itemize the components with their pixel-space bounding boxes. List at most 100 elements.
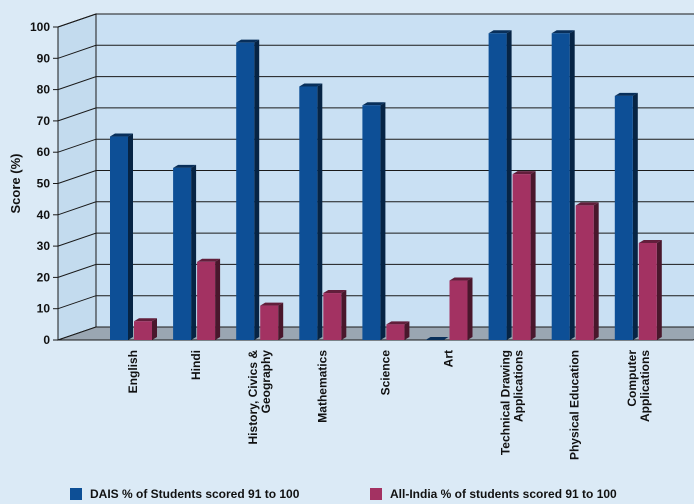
bar-side [404, 321, 410, 340]
bar-front [236, 42, 255, 341]
bar-all-india-0 [134, 318, 157, 340]
bar-side [191, 164, 197, 340]
bar-top [488, 30, 512, 34]
x-category-label-line: Applications [512, 350, 526, 422]
x-category-label-line: History, Civics & [246, 350, 260, 445]
bar-side [278, 302, 284, 340]
bar-side [152, 318, 157, 340]
x-category-label-line: Technical Drawing [499, 350, 513, 455]
x-category-label: Mathematics [315, 350, 329, 423]
bar-top [512, 171, 536, 175]
bar-front [386, 324, 405, 340]
bar-front [362, 105, 381, 340]
bar-all-india-7 [575, 202, 599, 340]
bar-all-india-1 [197, 258, 221, 340]
bar-top [173, 164, 197, 168]
bar-front [110, 136, 128, 340]
gridline [57, 107, 694, 122]
y-tick-label: 70 [37, 114, 51, 128]
bar-front [323, 293, 342, 340]
x-category-label-line: Physical Education [568, 350, 582, 460]
y-tick-label: 100 [30, 20, 50, 34]
y-axis-title: Score (%) [8, 154, 23, 214]
y-tick-labels: 0 10 20 30 40 50 60 70 80 90 100 [30, 20, 59, 347]
bar-all-india-4 [386, 321, 410, 340]
bar-dais-2 [236, 39, 260, 341]
bar-dais-1 [173, 164, 197, 340]
bar-top [425, 337, 449, 340]
bar-top [362, 102, 386, 106]
bar-front [449, 280, 468, 340]
y-tick-label: 80 [37, 83, 51, 97]
bar-side [569, 30, 575, 340]
y-tick-label: 30 [37, 239, 51, 253]
bar-dais-6 [488, 30, 512, 340]
bar-all-india-5 [449, 277, 473, 340]
y-tick-label: 90 [37, 51, 51, 65]
bar-top [260, 302, 284, 306]
bar-top [110, 133, 133, 137]
bar-side [632, 92, 638, 340]
legend-label-all-india: All-India % of students scored 91 to 100 [390, 487, 617, 501]
bar-front [260, 305, 279, 340]
x-category-label-line: Mathematics [315, 350, 329, 423]
x-category-label-line: Science [378, 350, 392, 396]
bar-side [506, 30, 512, 340]
bar-side [128, 133, 133, 340]
x-category-label: Physical Education [568, 350, 582, 460]
x-category-label-line: Applications [638, 350, 652, 422]
bar-side [380, 102, 386, 340]
bar-side [215, 258, 221, 340]
legend-item-dais: DAIS % of Students scored 91 to 100 [70, 487, 299, 501]
bar-side [530, 171, 536, 340]
y-tick-label: 60 [37, 145, 51, 159]
bar-top [638, 239, 662, 243]
bar-dais-7 [551, 30, 575, 340]
x-category-label-line: Hindi [189, 350, 203, 380]
bar-front [512, 174, 531, 340]
bar-top [299, 83, 323, 87]
y-tick-label: 20 [37, 270, 51, 284]
bar-all-india-8 [638, 239, 662, 340]
y-tick-label: 10 [37, 302, 51, 316]
legend-label-dais: DAIS % of Students scored 91 to 100 [90, 487, 300, 501]
legend: DAIS % of Students scored 91 to 100 All-… [0, 484, 694, 504]
bar-front [488, 33, 507, 340]
bar-side [656, 239, 662, 340]
bar-all-india-3 [323, 290, 347, 340]
bar-dais-5 [425, 337, 449, 340]
bar-dais-0 [110, 133, 133, 340]
legend-swatch-dais [70, 488, 82, 500]
bar-side [254, 39, 260, 341]
legend-item-all-india: All-India % of students scored 91 to 100 [370, 487, 617, 501]
x-category-label: ComputerApplications [625, 350, 652, 422]
bar-top [197, 258, 221, 262]
x-category-label: English [126, 350, 140, 393]
bar-side [317, 83, 323, 340]
bar-dais-3 [299, 83, 323, 340]
bar-top [134, 318, 157, 322]
x-category-label: Art [442, 350, 456, 367]
gridline [57, 170, 694, 184]
bar-top [551, 30, 575, 34]
x-category-label: Science [378, 350, 392, 396]
bar-side [593, 202, 599, 340]
bar-front [299, 86, 318, 340]
bar-top [386, 321, 410, 325]
bar-side [341, 290, 347, 340]
bar-dais-8 [614, 92, 638, 340]
bar-front [197, 261, 216, 340]
gridline [57, 44, 694, 59]
bar-front [134, 321, 152, 340]
gridline [57, 13, 694, 28]
bar-top [236, 39, 260, 43]
x-category-label-line: Computer [625, 350, 639, 407]
bar-top [323, 290, 347, 294]
y-tick-label: 0 [43, 333, 50, 347]
legend-swatch-all-india [370, 488, 382, 500]
x-category-label: History, Civics &Geography [246, 350, 273, 445]
bar-all-india-6 [512, 171, 536, 340]
bar-side [467, 277, 473, 340]
x-category-label-line: Geography [259, 350, 273, 414]
